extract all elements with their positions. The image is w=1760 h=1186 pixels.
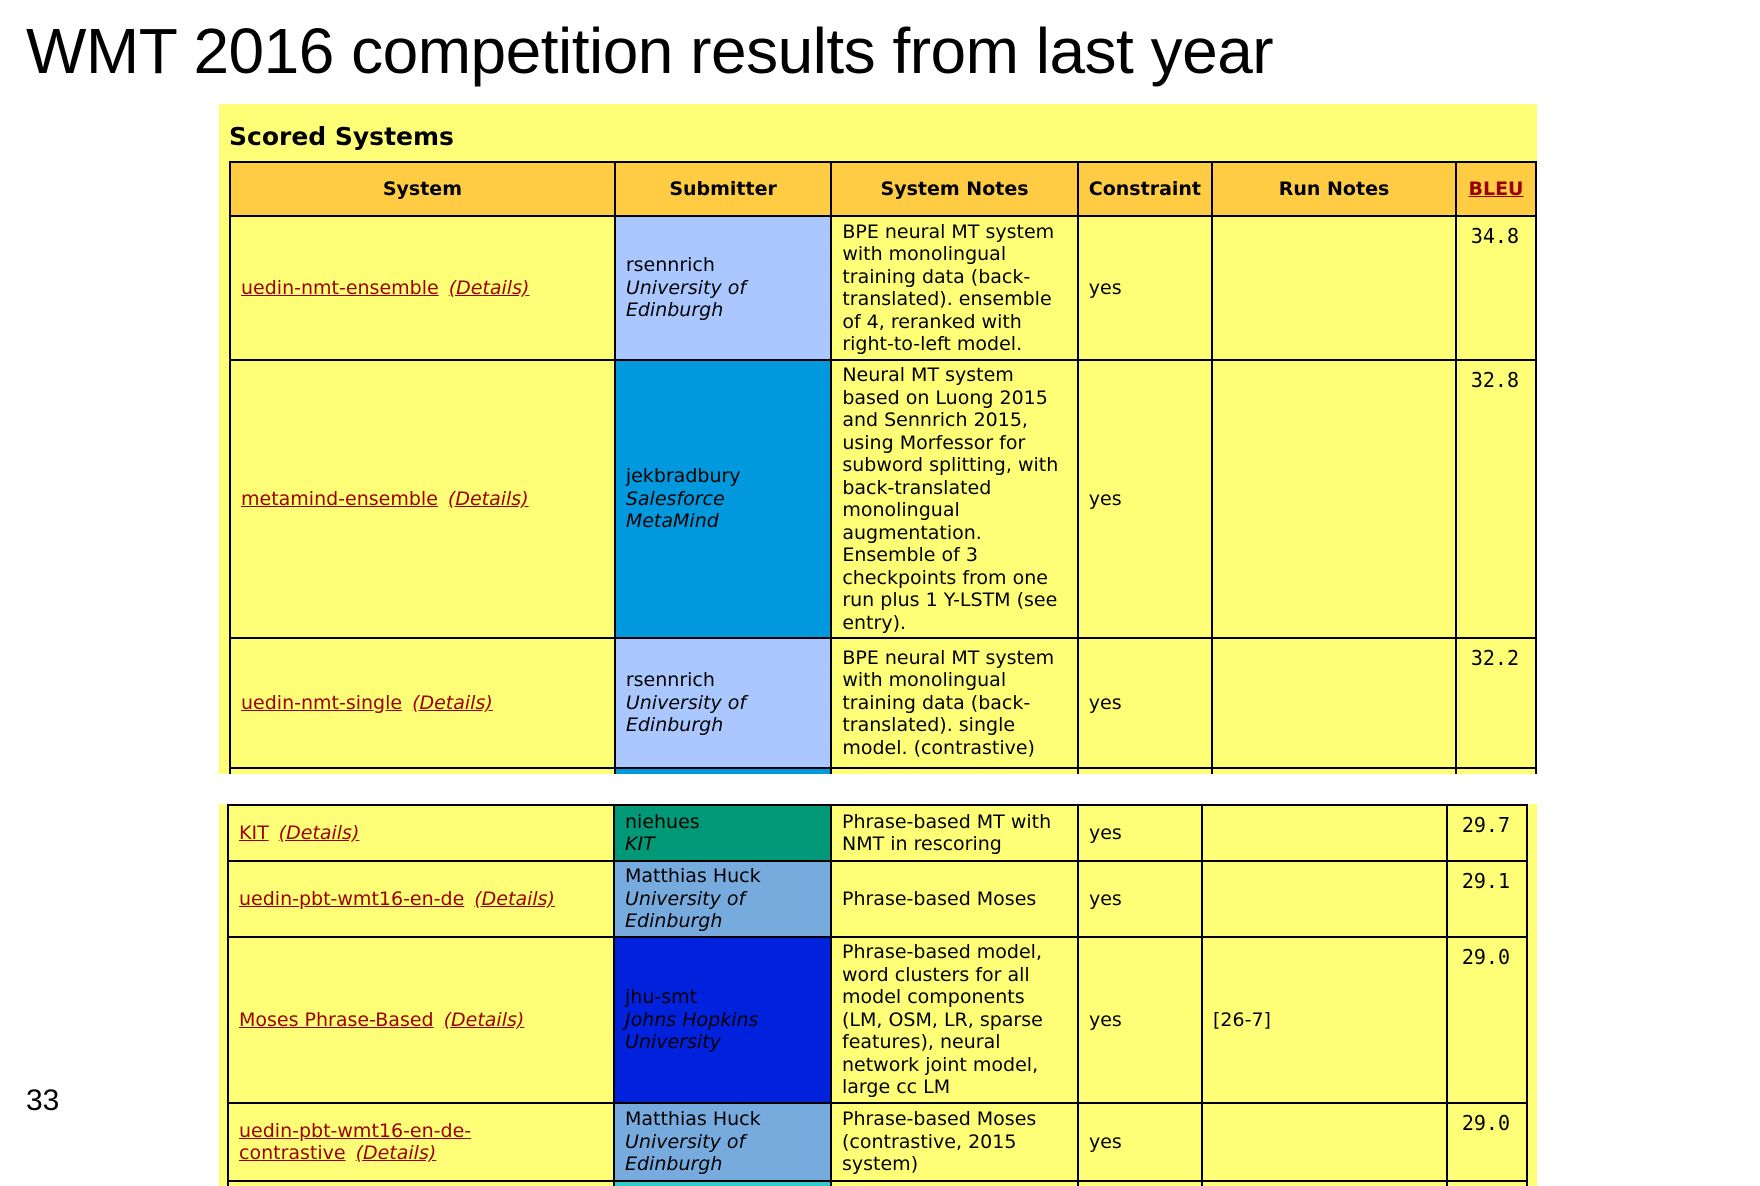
submitter-cell: rsennrich University of Edinburgh [613, 637, 833, 769]
details-link[interactable]: (Details) [448, 276, 530, 299]
details-link[interactable]: (Details) [412, 691, 493, 714]
bleu-cell: 29.0 [1446, 1102, 1528, 1182]
submitter-affiliation: University of Edinburgh [625, 691, 747, 737]
table-row: uedin-nmt-single (Details) rsennrich Univer… [229, 637, 1537, 769]
system-link[interactable]: metamind-ensemble [241, 487, 438, 510]
table-row-partial [227, 1180, 1528, 1186]
scored-systems-heading: Scored Systems [229, 122, 454, 151]
system-link[interactable]: uedin-pbt-wmt16-en-de-contrastive [239, 1119, 472, 1165]
submitter-cell: Matthias Huck University of Edinburgh [613, 860, 832, 938]
bleu-sort-link[interactable]: BLEU [1468, 177, 1524, 200]
submitter-name: rsennrich [625, 254, 715, 277]
bleu-cell: 34.8 [1454, 215, 1537, 361]
system-notes-cell: Phrase-based Moses (contrastive, 2015 sy… [830, 1102, 1079, 1182]
scored-systems-panel-top: Scored Systems System Submitter System N… [219, 104, 1537, 774]
bleu-cell: 32.8 [1454, 359, 1537, 639]
bleu-cell: 29.1 [1446, 860, 1528, 938]
details-link[interactable]: (Details) [447, 487, 529, 510]
col-header-system: System [229, 161, 616, 217]
scored-systems-table-bottom: KIT (Details) niehues KIT Phrase-based MT wi… [227, 804, 1528, 1186]
constraint-cell: yes [1077, 804, 1203, 862]
submitter-name: jekbradbury [625, 465, 741, 488]
submitter-name: rsennrich [625, 669, 715, 692]
run-notes-cell [1211, 215, 1457, 361]
table-row: uedin-pbt-wmt16-en-de (Details) Matthias H… [227, 860, 1528, 938]
constraint-cell: yes [1076, 215, 1214, 361]
submitter-cell: jekbradbury Salesforce MetaMind [613, 359, 833, 639]
submitter-affiliation: University of Edinburgh [625, 887, 746, 933]
submitter-affiliation: University of Edinburgh [625, 1130, 746, 1176]
constraint-cell: yes [1077, 860, 1203, 938]
col-header-submitter: Submitter [613, 161, 833, 217]
system-notes-cell: Neural MT system based on Luong 2015 and… [830, 359, 1079, 639]
details-link[interactable]: (Details) [474, 887, 555, 910]
run-notes-cell [1211, 359, 1457, 639]
system-notes-cell: Phrase-based Moses [830, 860, 1079, 938]
system-cell: uedin-nmt-single (Details) [229, 637, 616, 769]
system-cell: metamind-ensemble (Details) [229, 359, 616, 639]
col-header-bleu[interactable]: BLEU [1454, 161, 1537, 217]
table-row: Moses Phrase-Based (Details) jhu-smt Johns … [227, 936, 1528, 1104]
table-row-partial [229, 767, 1537, 774]
run-notes-cell [1201, 1102, 1448, 1182]
system-notes-cell: BPE neural MT system with monolingual tr… [830, 637, 1079, 769]
bleu-cell: 32.2 [1454, 637, 1537, 769]
submitter-cell: niehues KIT [613, 804, 832, 862]
system-link[interactable]: KIT [239, 821, 269, 844]
submitter-affiliation: Johns Hopkins University [625, 1008, 759, 1054]
constraint-cell: yes [1076, 359, 1214, 639]
page-number: 33 [26, 1084, 60, 1117]
bleu-cell: 29.7 [1446, 804, 1528, 862]
submitter-affiliation: University of Edinburgh [625, 276, 747, 322]
details-link[interactable]: (Details) [278, 821, 360, 844]
system-link[interactable]: uedin-nmt-ensemble [241, 276, 439, 299]
system-notes-cell: BPE neural MT system with monolingual tr… [830, 215, 1079, 361]
table-row: uedin-pbt-wmt16-en-de-contrastive (Detail… [227, 1102, 1528, 1182]
submitter-cell: Matthias Huck University of Edinburgh [613, 1102, 832, 1182]
system-link[interactable]: uedin-pbt-wmt16-en-de [239, 887, 465, 910]
table-header-row: System Submitter System Notes Constraint… [229, 161, 1537, 217]
table-row: uedin-nmt-ensemble (Details) rsennrich Univ… [229, 215, 1537, 361]
run-notes-cell: [26-7] [1201, 936, 1448, 1104]
run-notes-cell [1211, 637, 1457, 769]
scored-systems-panel-bottom: KIT (Details) niehues KIT Phrase-based MT wi… [219, 804, 1537, 1186]
submitter-cell: jhu-smt Johns Hopkins University [613, 936, 832, 1104]
system-cell: uedin-pbt-wmt16-en-de (Details) [227, 860, 615, 938]
details-link[interactable]: (Details) [443, 1008, 525, 1031]
table-row: KIT (Details) niehues KIT Phrase-based MT wi… [227, 804, 1528, 862]
system-cell: uedin-nmt-ensemble (Details) [229, 215, 616, 361]
system-notes-cell: Phrase-based model, word clusters for al… [830, 936, 1079, 1104]
submitter-name: Matthias Huck [625, 865, 761, 888]
table-body-bottom: KIT (Details) niehues KIT Phrase-based MT wi… [227, 804, 1528, 1186]
system-cell: uedin-pbt-wmt16-en-de-contrastive (Detail… [227, 1102, 615, 1182]
bleu-cell: 29.0 [1446, 936, 1528, 1104]
system-cell: Moses Phrase-Based (Details) [227, 936, 615, 1104]
system-cell: KIT (Details) [227, 804, 615, 862]
constraint-cell: yes [1076, 637, 1214, 769]
col-header-constraint: Constraint [1076, 161, 1214, 217]
slide-title: WMT 2016 competition results from last y… [26, 15, 1274, 87]
scored-systems-table-top: System Submitter System Notes Constraint… [229, 161, 1537, 774]
run-notes-cell [1201, 860, 1448, 938]
submitter-affiliation: KIT [625, 833, 655, 855]
system-link[interactable]: Moses Phrase-Based [239, 1008, 434, 1031]
system-notes-cell: Phrase-based MT with NMT in rescoring [830, 804, 1079, 862]
submitter-name: Matthias Huck [625, 1108, 761, 1131]
table-body-top: uedin-nmt-ensemble (Details) rsennrich Univ… [229, 215, 1537, 774]
run-notes-cell [1201, 804, 1448, 862]
col-header-run-notes: Run Notes [1211, 161, 1457, 217]
submitter-name: niehues [625, 810, 700, 833]
col-header-system-notes: System Notes [830, 161, 1079, 217]
constraint-cell: yes [1077, 936, 1203, 1104]
details-link[interactable]: (Details) [355, 1142, 437, 1164]
constraint-cell: yes [1077, 1102, 1203, 1182]
system-link[interactable]: uedin-nmt-single [241, 691, 403, 714]
table-row: metamind-ensemble (Details) jekbradbury Sal… [229, 359, 1537, 639]
submitter-affiliation: Salesforce MetaMind [625, 487, 725, 533]
submitter-name: jhu-smt [625, 986, 698, 1009]
submitter-cell: rsennrich University of Edinburgh [613, 215, 833, 361]
